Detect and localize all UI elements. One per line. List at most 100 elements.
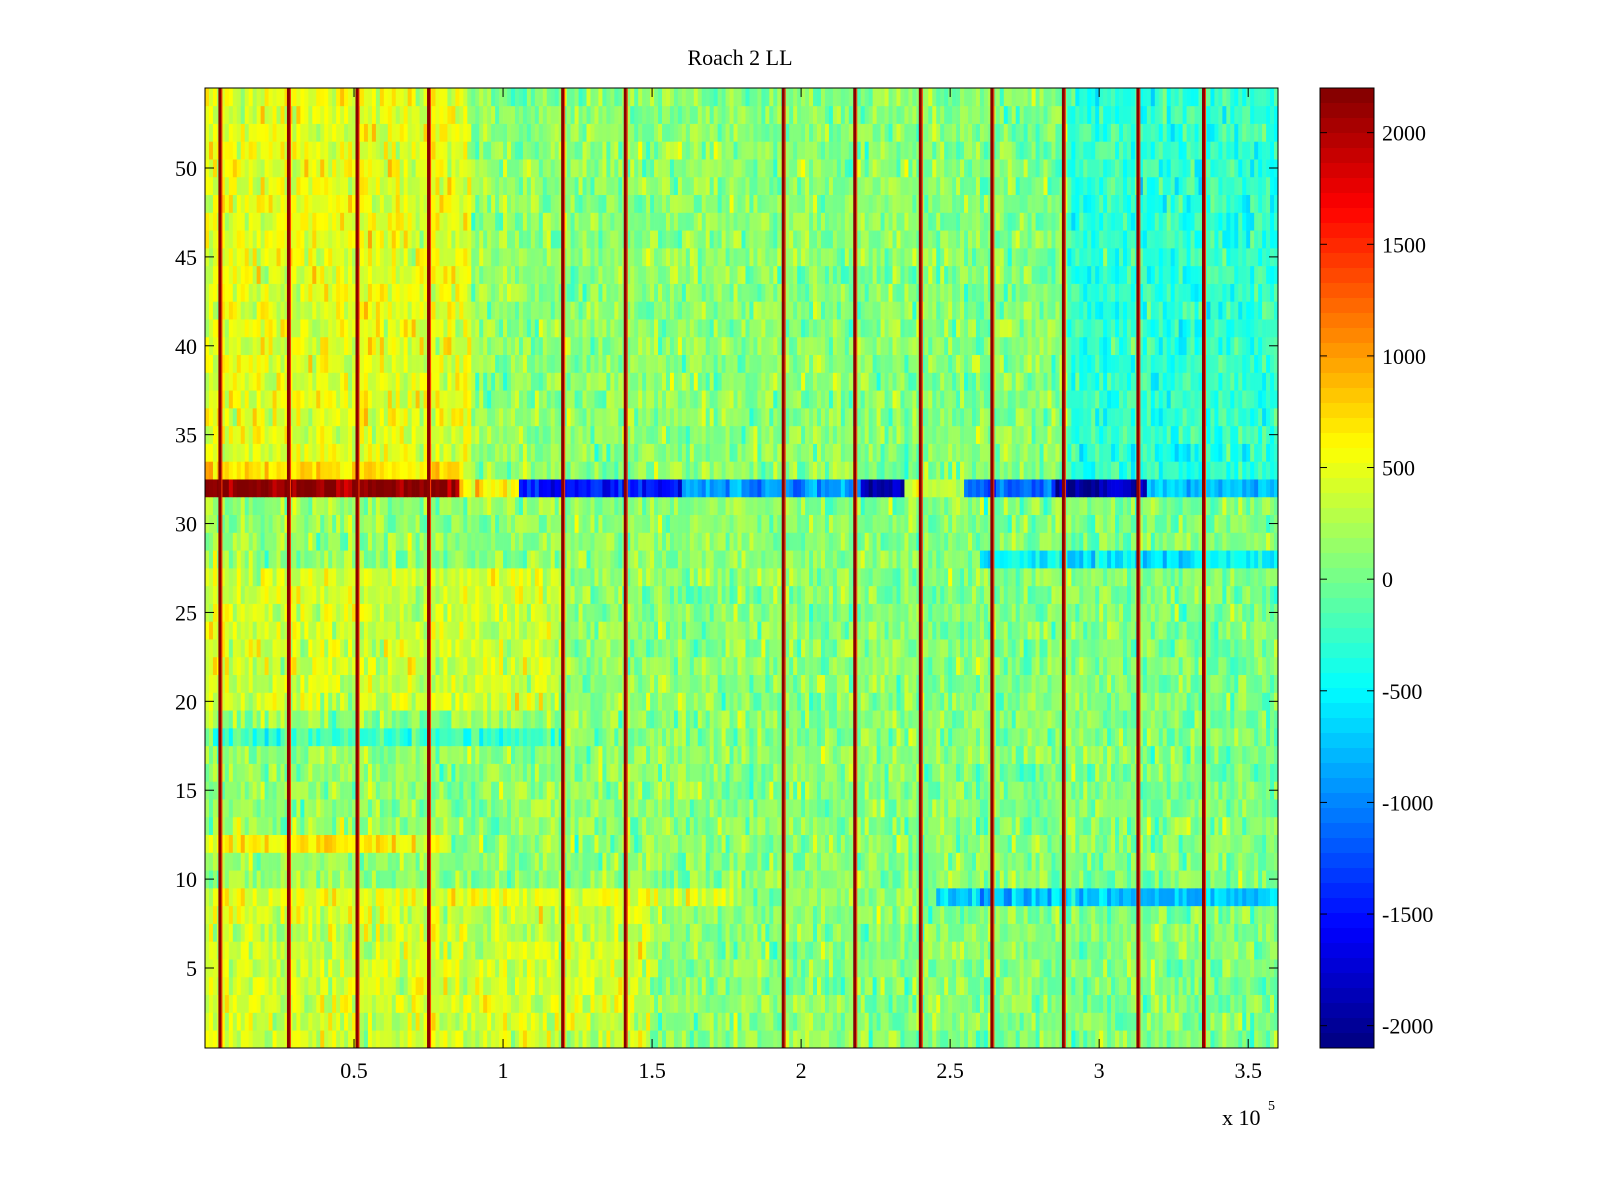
heatmap-cell — [1146, 994, 1152, 1013]
heatmap-cell — [618, 816, 623, 836]
heatmap-cell — [232, 959, 238, 978]
heatmap-cell — [1154, 816, 1160, 836]
heatmap-cell — [1031, 941, 1036, 960]
heatmap-cell — [765, 763, 770, 782]
heatmap-cell — [379, 852, 385, 871]
heatmap-cell — [363, 816, 369, 836]
heatmap-cell — [328, 923, 333, 942]
heatmap-cell — [975, 923, 981, 942]
heatmap-cell — [916, 852, 921, 871]
heatmap-cell — [1222, 888, 1227, 907]
heatmap-cell — [419, 905, 424, 924]
heatmap-cell — [296, 852, 301, 871]
heatmap-cell — [832, 816, 838, 836]
heatmap-cell — [642, 834, 647, 853]
heatmap-cell — [590, 763, 595, 782]
heatmap-cell — [634, 888, 639, 907]
heatmap-cell — [777, 745, 782, 764]
heatmap-cell — [721, 763, 726, 782]
heatmap-cell — [244, 745, 250, 764]
heatmap-cell — [332, 888, 337, 907]
heatmap-cell — [244, 870, 250, 889]
heatmap-cell — [518, 834, 524, 853]
heatmap-cell — [665, 994, 671, 1013]
heatmap-cell — [304, 923, 309, 942]
heatmap-cell — [522, 728, 528, 747]
heatmap-cell — [1091, 959, 1096, 978]
heatmap-cell — [662, 905, 667, 924]
heatmap-cell — [805, 941, 810, 960]
heatmap-cell — [1158, 1030, 1164, 1049]
heatmap-cell — [876, 888, 881, 907]
heatmap-cell — [1170, 1030, 1176, 1049]
heatmap-cell — [1234, 870, 1239, 889]
heatmap-cell — [316, 781, 321, 800]
heatmap-cell — [1031, 994, 1036, 1013]
heatmap-cell — [793, 745, 798, 764]
heatmap-cell — [554, 941, 560, 960]
heatmap-cell — [435, 923, 440, 942]
heatmap-cell — [499, 745, 504, 764]
heatmap-cell — [264, 1030, 269, 1049]
heatmap-cell — [773, 1012, 778, 1031]
heatmap-cell — [777, 1012, 782, 1031]
heatmap-cell — [359, 763, 365, 782]
heatmap-cells — [205, 88, 1279, 1049]
heatmap-cell — [828, 728, 834, 747]
heatmap-cell — [880, 994, 885, 1013]
heatmap-cell — [379, 781, 385, 800]
heatmap-cell — [904, 888, 909, 907]
heatmap-cell — [630, 959, 635, 978]
heatmap-cell — [1015, 781, 1021, 800]
heatmap-cell — [578, 1012, 583, 1031]
heatmap-cell — [773, 959, 778, 978]
heatmap-cell — [463, 994, 468, 1013]
heatmap-cell — [236, 941, 242, 960]
heatmap-cell — [1071, 816, 1076, 836]
heatmap-cell — [713, 799, 718, 818]
heatmap-cell — [387, 905, 393, 924]
heatmap-cell — [268, 710, 273, 729]
heatmap-cell — [1067, 745, 1072, 764]
heatmap-cell — [662, 1012, 667, 1031]
heatmap-cell — [880, 799, 885, 818]
heatmap-cell — [1170, 816, 1176, 836]
heatmap-cell — [212, 888, 218, 907]
heatmap-cell — [1091, 781, 1096, 800]
heatmap-cell — [753, 816, 758, 836]
heatmap-cell — [797, 959, 802, 978]
heatmap-cell — [924, 959, 929, 978]
heatmap-cell — [578, 763, 583, 782]
heatmap-cell — [1087, 1012, 1092, 1031]
heatmap-cell — [1190, 745, 1195, 764]
heatmap-cell — [975, 852, 981, 871]
heatmap-cell — [880, 905, 885, 924]
heatmap-cell — [363, 994, 369, 1013]
heatmap-cell — [419, 1012, 424, 1031]
heatmap-cell — [1186, 923, 1191, 942]
heatmap-cell — [673, 888, 679, 907]
heatmap-cell — [598, 816, 603, 836]
heatmap-cell — [1019, 728, 1025, 747]
heatmap-cell — [979, 834, 985, 853]
heatmap-cell — [987, 816, 993, 836]
heatmap-cell — [785, 905, 790, 924]
heatmap-cell — [1142, 852, 1148, 871]
heatmap-cell — [518, 763, 524, 782]
heatmap-cell — [558, 816, 564, 836]
heatmap-cell — [514, 816, 520, 836]
heatmap-cell — [1254, 852, 1259, 871]
heatmap-cell — [805, 923, 810, 942]
heatmap-cell — [578, 923, 583, 942]
heatmap-cell — [379, 1030, 385, 1049]
heatmap-cell — [1075, 745, 1080, 764]
heatmap-cell — [1182, 728, 1187, 747]
heatmap-cell — [1222, 745, 1227, 764]
heatmap-cell — [511, 994, 516, 1013]
heatmap-cell — [844, 728, 850, 747]
heatmap-cell — [809, 1030, 814, 1049]
heatmap-cell — [979, 852, 985, 871]
heatmap-cell — [912, 976, 917, 996]
heatmap-cell — [312, 745, 317, 764]
heatmap-cell — [884, 976, 889, 996]
